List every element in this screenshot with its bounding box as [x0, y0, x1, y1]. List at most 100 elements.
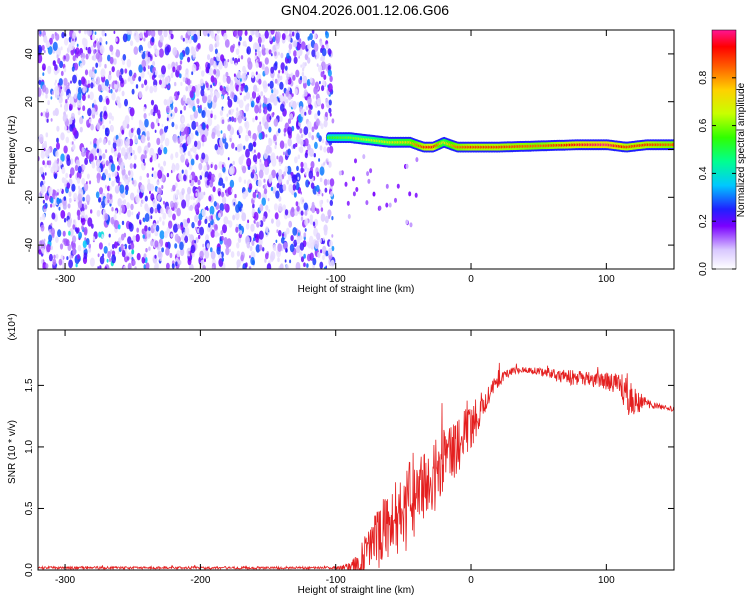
spectrogram-cell	[202, 123, 206, 130]
spectrogram-cell	[319, 80, 321, 85]
spectrogram-cell	[84, 204, 88, 210]
spectrogram-cell	[314, 207, 317, 212]
spectrogram-cell	[252, 169, 255, 175]
spectrogram-cell	[159, 216, 162, 222]
spectrogram-cell	[206, 243, 210, 249]
spectrogram-cell	[212, 77, 218, 87]
spectrogram-cell	[245, 262, 248, 268]
spectrogram-cell	[166, 99, 170, 106]
spectrogram-cell	[245, 43, 247, 48]
spectrogram-cell	[223, 32, 228, 41]
spectrogram-cell	[110, 163, 116, 172]
spectrogram-cell	[327, 48, 332, 56]
spectrogram-cell	[87, 94, 90, 99]
spectrogram-cell	[365, 200, 369, 206]
spectrogram-cell	[248, 266, 252, 269]
spectrogram-cell	[256, 235, 259, 239]
spectrogram-cell	[88, 247, 92, 253]
spectrogram-cell	[123, 245, 125, 249]
spectrogram-cell	[147, 65, 150, 70]
spectrogram-cell	[300, 216, 304, 221]
spectrogram-cell	[92, 66, 95, 72]
spectrogram-cell	[287, 73, 290, 77]
spectrogram-cell	[325, 98, 329, 106]
spectrogram-cell	[132, 150, 135, 155]
spectrogram-cell	[63, 103, 69, 112]
spectrogram-cell	[201, 110, 206, 118]
spectrogram-cell	[186, 78, 191, 86]
spectrogram-cell	[211, 131, 216, 139]
spectrogram-cell	[157, 30, 163, 36]
spectrogram-cell	[42, 72, 45, 76]
spectrogram-cell	[208, 43, 214, 53]
spectrogram-cell	[277, 73, 280, 79]
spectrogram-cell	[63, 196, 67, 201]
spectrogram-cell	[204, 129, 209, 137]
spectrogram-cell	[126, 202, 130, 210]
spectrogram-cell	[87, 82, 91, 88]
spectrogram-cell	[140, 202, 143, 207]
spectrogram-cell	[38, 44, 43, 54]
spectrogram-cell	[311, 135, 315, 141]
spectrogram-cell	[175, 124, 178, 130]
spectrogram-cell	[225, 239, 230, 249]
spectrogram-cell	[118, 237, 122, 245]
spectrogram-cell	[161, 65, 166, 75]
spectrogram-cell	[196, 140, 202, 150]
spectrogram-cell	[68, 117, 73, 125]
spectrogram-cell	[189, 204, 193, 211]
spectrogram-cell	[152, 152, 157, 161]
spectrogram-cell	[313, 86, 318, 95]
spectrogram-cell	[98, 137, 102, 143]
spectrogram-cell	[165, 247, 170, 256]
x-tick-label: -300	[55, 274, 75, 285]
spectrogram-cell	[143, 66, 146, 72]
spectrogram-cell	[243, 112, 246, 117]
spectrogram-cell	[68, 93, 71, 98]
spectrogram-cell	[235, 204, 240, 213]
spectrogram-cell	[120, 233, 125, 241]
spectrogram-cell	[204, 258, 206, 263]
spectrogram-cell	[311, 49, 316, 58]
spectrogram-cell	[160, 177, 163, 182]
spectrogram-cell	[234, 193, 237, 199]
spectrogram-cell	[91, 147, 97, 157]
spectrogram-cell	[210, 250, 216, 260]
spectrogram-cell	[48, 234, 53, 242]
spectrogram-cell	[69, 96, 74, 105]
spectrogram-cell	[90, 209, 93, 214]
spectrogram-cell	[64, 125, 68, 131]
spectrogram-cell	[59, 202, 62, 207]
spectrogram-cell	[144, 195, 148, 202]
spectrogram-cell	[191, 63, 197, 73]
spectrogram-cell	[38, 87, 42, 97]
spectrogram-cell	[136, 200, 139, 205]
spectrogram-cell	[87, 46, 92, 55]
spectrogram-cell	[130, 40, 134, 47]
spectrogram-cell	[102, 98, 106, 103]
spectrogram-cell	[65, 239, 70, 247]
spectrogram-cell	[320, 71, 324, 78]
spectrogram-cell	[150, 99, 155, 106]
spectrogram-cell	[84, 69, 89, 76]
spectrogram-cell	[72, 74, 77, 84]
spectrogram-cell	[91, 34, 95, 40]
spectrogram-cell	[104, 168, 108, 176]
spectrogram-cell	[63, 217, 67, 223]
spectrogram-cell	[65, 136, 70, 144]
spectrogram-cell	[310, 182, 315, 189]
spectrogram-cell	[43, 35, 48, 43]
spectrogram-cell	[41, 84, 47, 93]
spectrogram-cell	[128, 146, 133, 154]
spectrogram-cell	[315, 56, 318, 61]
spectrogram-cell	[291, 31, 295, 37]
spectrogram-cell	[327, 179, 330, 185]
spectrogram-cell	[45, 132, 49, 138]
spectrogram-cell	[39, 31, 42, 35]
spectrogram-cell	[194, 240, 197, 244]
spectrogram-cell	[323, 266, 326, 269]
spectrogram-cell	[300, 256, 305, 263]
spectrogram-cell	[304, 228, 307, 232]
spectrogram-cell	[50, 197, 54, 204]
spectrogram-cell	[215, 34, 220, 42]
